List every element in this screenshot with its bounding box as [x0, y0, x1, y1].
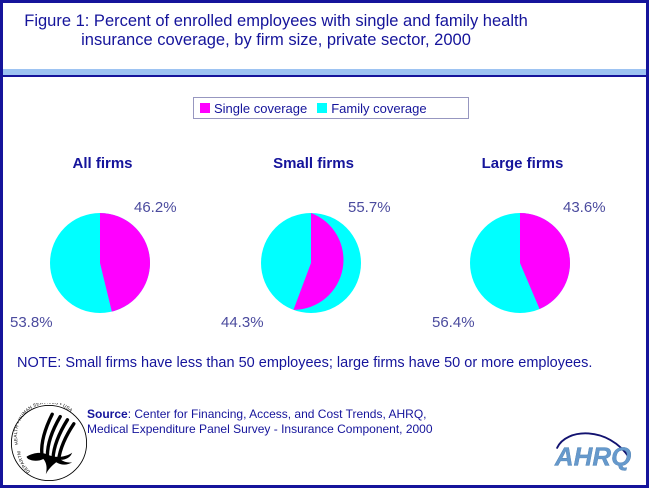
svg-text:AHRQ: AHRQ: [554, 444, 631, 472]
svg-text:DEPARTMENT OF: DEPARTMENT OF: [9, 403, 31, 474]
